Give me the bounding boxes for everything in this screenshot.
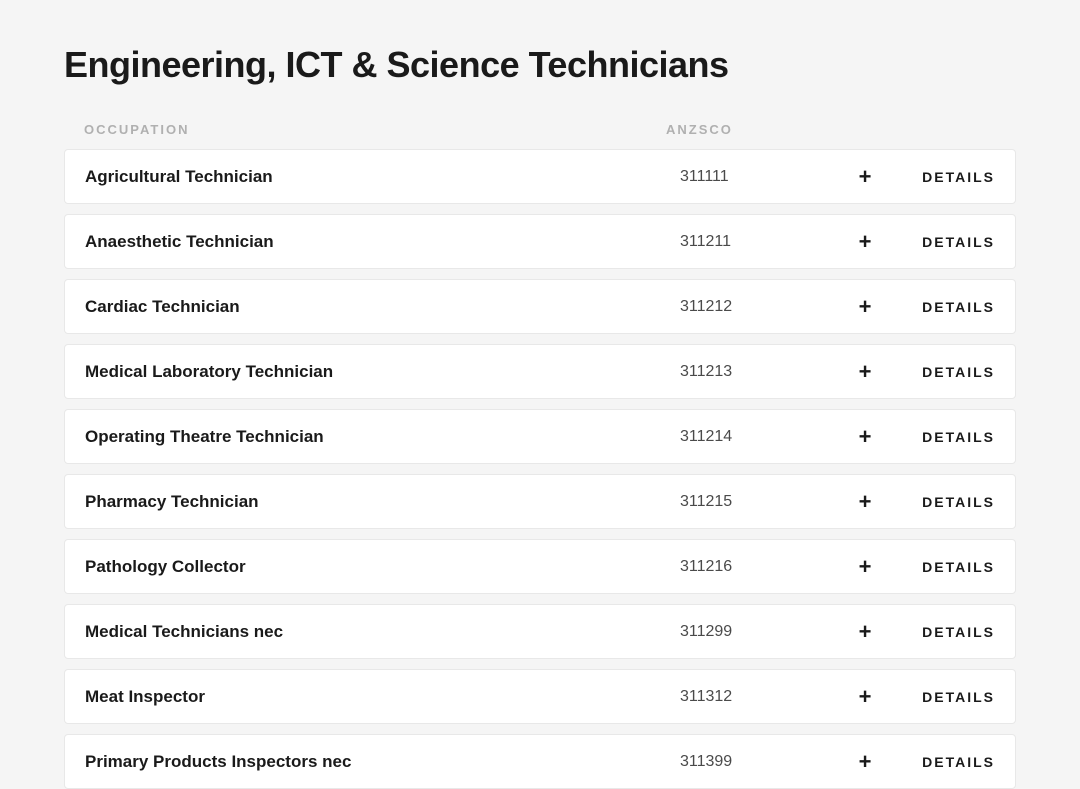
expand-icon[interactable]: + [835, 554, 895, 580]
details-button[interactable]: DETAILS [895, 754, 995, 770]
expand-icon[interactable]: + [835, 489, 895, 515]
details-button[interactable]: DETAILS [895, 429, 995, 445]
occupation-name: Meat Inspector [85, 687, 680, 707]
details-button[interactable]: DETAILS [895, 364, 995, 380]
anzsco-code: 311213 [680, 363, 835, 381]
anzsco-code: 311299 [680, 623, 835, 641]
occupation-name: Anaesthetic Technician [85, 232, 680, 252]
table-row[interactable]: Agricultural Technician311111+DETAILS [64, 149, 1016, 204]
occupation-name: Pharmacy Technician [85, 492, 680, 512]
occupation-name: Agricultural Technician [85, 167, 680, 187]
page-title: Engineering, ICT & Science Technicians [64, 44, 1016, 86]
table-row[interactable]: Pharmacy Technician311215+DETAILS [64, 474, 1016, 529]
details-button[interactable]: DETAILS [895, 234, 995, 250]
occupation-name: Medical Technicians nec [85, 622, 680, 642]
anzsco-code: 311214 [680, 428, 835, 446]
table-row[interactable]: Pathology Collector311216+DETAILS [64, 539, 1016, 594]
table-rows: Agricultural Technician311111+DETAILSAna… [64, 149, 1016, 789]
occupation-name: Pathology Collector [85, 557, 680, 577]
anzsco-code: 311216 [680, 558, 835, 576]
expand-icon[interactable]: + [835, 294, 895, 320]
expand-icon[interactable]: + [835, 359, 895, 385]
table-row[interactable]: Medical Technicians nec311299+DETAILS [64, 604, 1016, 659]
table-row[interactable]: Operating Theatre Technician311214+DETAI… [64, 409, 1016, 464]
expand-icon[interactable]: + [835, 684, 895, 710]
expand-icon[interactable]: + [835, 229, 895, 255]
header-anzsco: ANZSCO [666, 122, 996, 137]
table-row[interactable]: Cardiac Technician311212+DETAILS [64, 279, 1016, 334]
details-button[interactable]: DETAILS [895, 169, 995, 185]
expand-icon[interactable]: + [835, 164, 895, 190]
table-row[interactable]: Meat Inspector311312+DETAILS [64, 669, 1016, 724]
page-container: Engineering, ICT & Science Technicians O… [0, 0, 1080, 789]
anzsco-code: 311212 [680, 298, 835, 316]
table-row[interactable]: Medical Laboratory Technician311213+DETA… [64, 344, 1016, 399]
anzsco-code: 311312 [680, 688, 835, 706]
occupation-name: Operating Theatre Technician [85, 427, 680, 447]
details-button[interactable]: DETAILS [895, 299, 995, 315]
header-occupation: OCCUPATION [84, 122, 666, 137]
anzsco-code: 311399 [680, 753, 835, 771]
details-button[interactable]: DETAILS [895, 494, 995, 510]
anzsco-code: 311111 [680, 168, 835, 186]
table-row[interactable]: Anaesthetic Technician311211+DETAILS [64, 214, 1016, 269]
anzsco-code: 311215 [680, 493, 835, 511]
table-header: OCCUPATION ANZSCO [64, 122, 1016, 137]
details-button[interactable]: DETAILS [895, 559, 995, 575]
expand-icon[interactable]: + [835, 749, 895, 775]
expand-icon[interactable]: + [835, 424, 895, 450]
occupation-name: Cardiac Technician [85, 297, 680, 317]
anzsco-code: 311211 [680, 233, 835, 251]
details-button[interactable]: DETAILS [895, 689, 995, 705]
details-button[interactable]: DETAILS [895, 624, 995, 640]
table-row[interactable]: Primary Products Inspectors nec311399+DE… [64, 734, 1016, 789]
expand-icon[interactable]: + [835, 619, 895, 645]
occupation-name: Medical Laboratory Technician [85, 362, 680, 382]
